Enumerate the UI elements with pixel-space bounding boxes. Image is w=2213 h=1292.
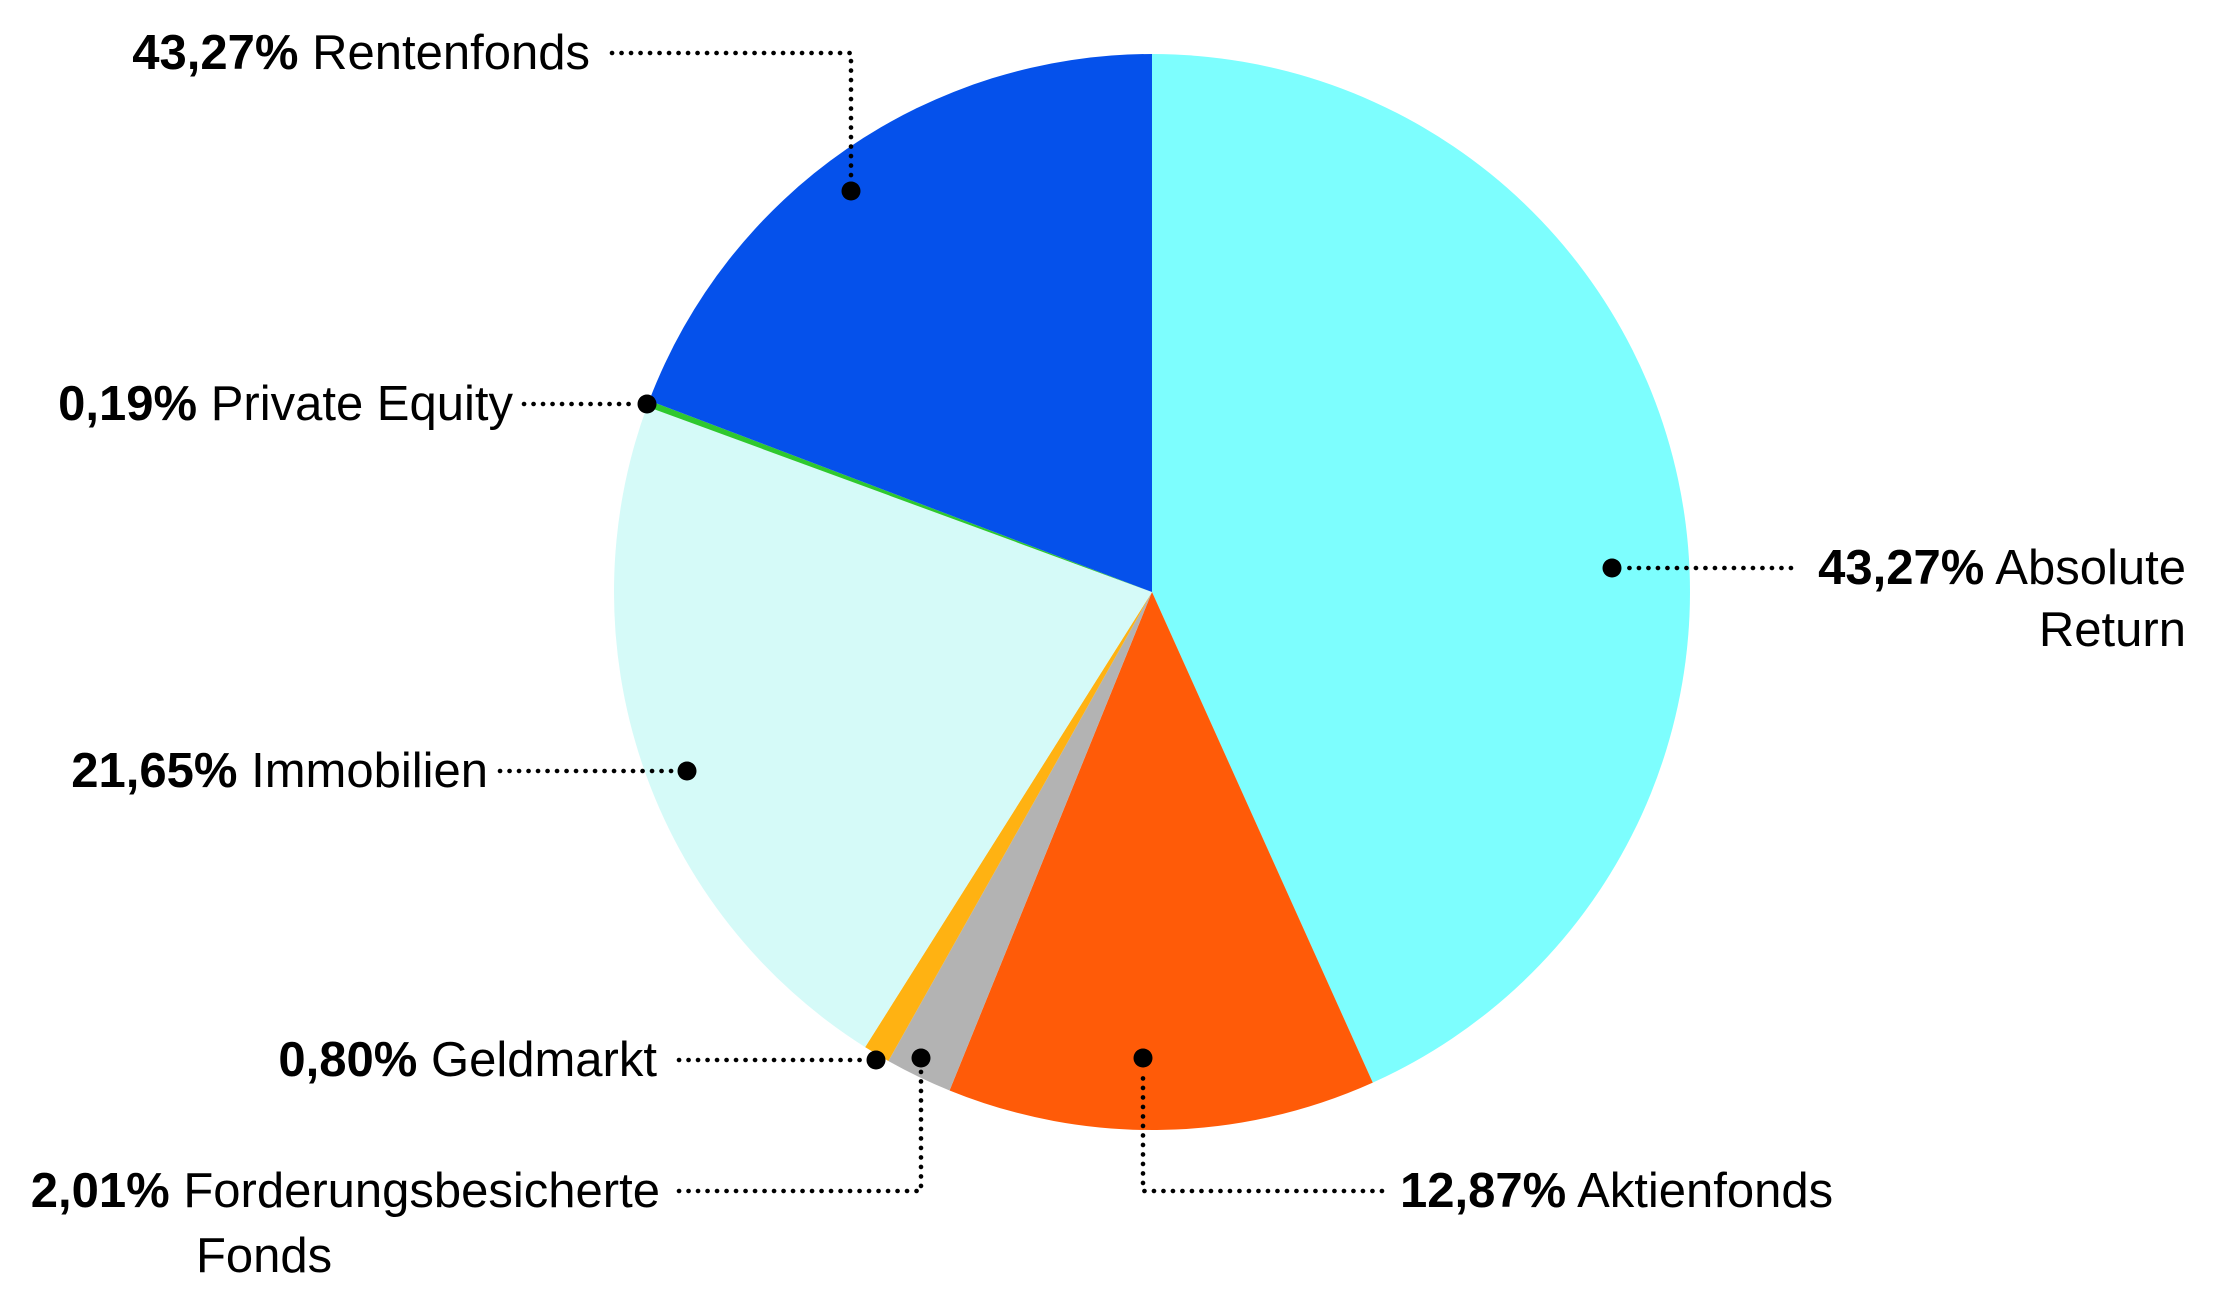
slice-name-aktienfonds: Aktienfonds	[1577, 1164, 1834, 1218]
slice-name-geldmarkt: Geldmarkt	[430, 1033, 657, 1087]
pie-slice-private-equity	[646, 400, 1152, 592]
slice-name-immobilien: Immobilien	[251, 744, 488, 798]
label-private-equity: 0,19% Private Equity	[58, 373, 513, 435]
leader-line-aktienfonds	[1140, 1068, 1385, 1194]
label-immobilien: 21,65% Immobilien	[71, 740, 488, 802]
leader-dot-aktienfonds	[1133, 1048, 1153, 1068]
label-forderungsbesicherte-fonds-line1: 2,01% Forderungsbesicherte	[31, 1160, 660, 1222]
label-absolute-return: 43,27% Absolute Return	[1818, 537, 2186, 661]
slice-value-absolute-return: 43,27%	[1818, 541, 1985, 595]
pie-slice-rentenfonds	[649, 53, 1152, 592]
slice-value-rentenfonds: 43,27%	[132, 26, 299, 80]
slice-value-geldmarkt: 0,80%	[278, 1033, 418, 1087]
leader-dot-immobilien	[677, 761, 697, 781]
leader-dot-forderungsbesicherte-fonds	[911, 1048, 931, 1068]
leader-dot-private-equity	[637, 394, 657, 414]
label-aktienfonds: 12,87% Aktienfonds	[1400, 1160, 1833, 1222]
pie-slice-absolute-return	[1152, 54, 1690, 1083]
leader-dot-geldmarkt	[866, 1050, 886, 1070]
leader-line-forderungsbesicherte-fonds	[676, 1068, 924, 1194]
pie-slice-forderungsbesicherte-fonds	[888, 592, 1152, 1091]
label-absolute-return-line2: Return	[2038, 603, 2186, 657]
slice-value-forderungsbesicherte-fonds: 2,01%	[30, 1164, 170, 1218]
slice-name-forderungsbesicherte-fonds: Forderungsbesicherte	[183, 1164, 660, 1218]
slice-value-immobilien: 21,65%	[71, 744, 238, 798]
pie-slice-aktienfonds	[949, 592, 1373, 1130]
label-absolute-return-line1: 43,27% Absolute	[1818, 537, 2186, 599]
leader-dot-rentenfonds	[841, 181, 861, 201]
leader-dot-absolute-return	[1602, 558, 1622, 578]
slice-value-private-equity: 0,19%	[58, 377, 198, 431]
slice-name-forderungsbesicherte-fonds-2: Fonds	[196, 1229, 333, 1283]
slice-name-absolute-return: Absolute	[1995, 541, 2186, 595]
leader-line-rentenfonds	[609, 50, 854, 183]
slice-name-private-equity: Private Equity	[210, 377, 513, 431]
pie-slice-geldmarkt	[865, 592, 1152, 1061]
label-geldmarkt: 0,80% Geldmarkt	[278, 1029, 657, 1091]
slice-name-rentenfonds: Rentenfonds	[312, 26, 590, 80]
pie-slice-immobilien	[613, 406, 1152, 1048]
slice-value-aktienfonds: 12,87%	[1400, 1164, 1567, 1218]
label-forderungsbesicherte-fonds-line2: Fonds	[196, 1225, 332, 1287]
label-rentenfonds: 43,27% Rentenfonds	[132, 22, 590, 84]
